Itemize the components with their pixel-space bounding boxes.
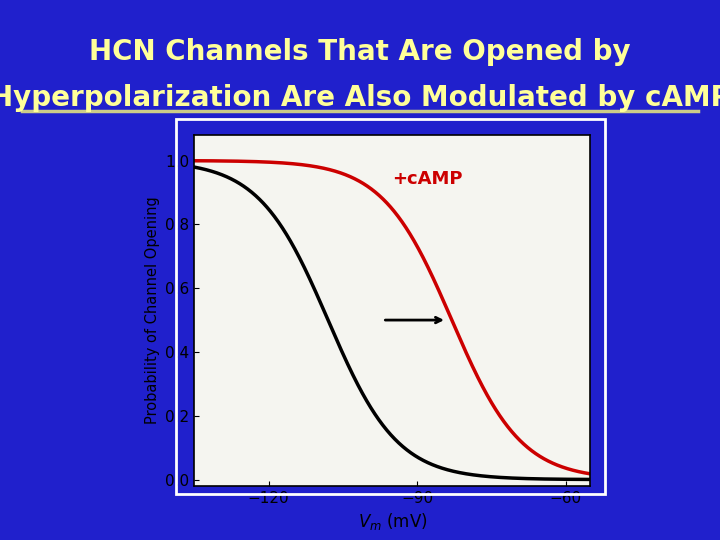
Text: +cAMP: +cAMP xyxy=(392,170,463,188)
Text: Hyperpolarization Are Also Modulated by cAMP: Hyperpolarization Are Also Modulated by … xyxy=(0,84,720,112)
Y-axis label: Probability of Channel Opening: Probability of Channel Opening xyxy=(145,197,160,424)
Text: HCN Channels That Are Opened by: HCN Channels That Are Opened by xyxy=(89,38,631,66)
X-axis label: $V_m$ (mV): $V_m$ (mV) xyxy=(358,511,427,532)
